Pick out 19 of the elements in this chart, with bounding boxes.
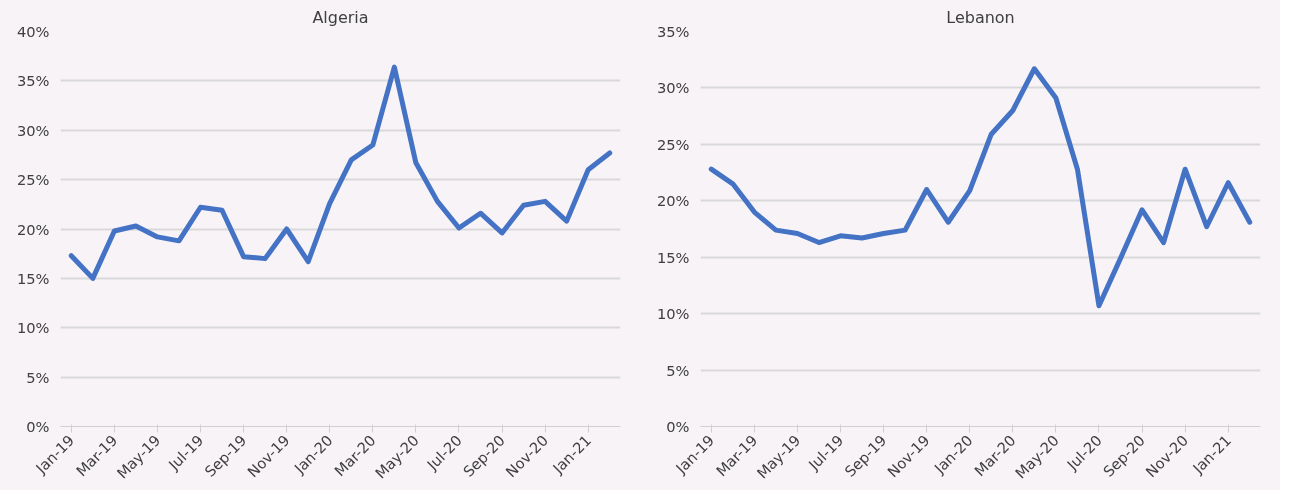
y-tick-label: 20% (16, 220, 50, 238)
y-tick-label: 0% (26, 418, 50, 435)
y-tick-label: 20% (656, 192, 690, 210)
y-tick-label: 5% (26, 368, 50, 386)
y-tick-label: 35% (656, 23, 690, 40)
y-tick-label: 35% (16, 72, 50, 90)
y-tick-label: 15% (16, 269, 50, 287)
y-tick-label: 30% (16, 121, 50, 139)
y-tick-label: 30% (656, 79, 690, 97)
y-tick-label: 5% (666, 361, 690, 379)
y-tick-label: 0% (666, 418, 690, 435)
y-tick-label: 10% (16, 319, 50, 337)
y-tick-label: 40% (16, 23, 50, 40)
y-tick-label: 10% (656, 305, 690, 323)
chart-title: Algeria (312, 7, 369, 27)
chart-title: Lebanon (946, 7, 1015, 27)
y-tick-label: 25% (656, 135, 690, 153)
y-tick-label: 15% (656, 248, 690, 266)
y-tick-label: 25% (16, 171, 50, 189)
